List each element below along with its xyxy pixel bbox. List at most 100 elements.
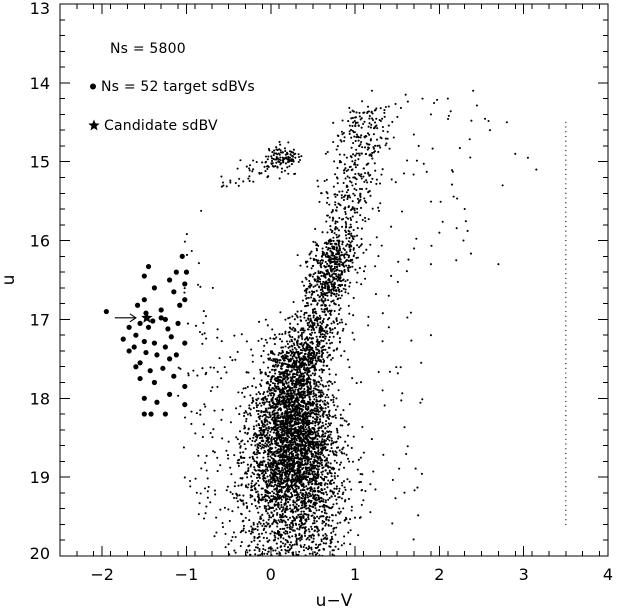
field-star-point: [286, 441, 289, 444]
field-star-point: [300, 332, 303, 335]
field-star-point: [294, 423, 297, 426]
field-star-point: [326, 307, 329, 310]
field-star-point: [300, 521, 303, 524]
field-star-point: [291, 510, 294, 513]
field-star-point: [334, 416, 337, 419]
field-star-point: [317, 391, 320, 394]
field-star-point: [307, 361, 310, 365]
field-star-point: [303, 496, 306, 500]
field-star-point: [272, 462, 275, 465]
field-star-point: [308, 348, 311, 351]
field-star-point: [298, 426, 301, 430]
field-star-point: [296, 373, 299, 377]
field-star-point: [299, 491, 302, 494]
field-star-point: [284, 477, 287, 480]
field-star-point: [219, 508, 222, 511]
field-star-point: [309, 374, 313, 377]
field-star-point: [314, 387, 317, 391]
field-star-point: [251, 385, 254, 388]
field-star-point: [343, 256, 346, 259]
field-star-point: [326, 435, 329, 439]
field-star-point: [265, 499, 269, 502]
field-star-point: [295, 434, 298, 437]
field-star-point: [308, 321, 311, 324]
field-star-point: [327, 461, 330, 464]
field-star-point: [300, 373, 303, 376]
field-star-point: [300, 538, 303, 541]
field-star-point: [271, 411, 274, 414]
field-star-point: [314, 284, 317, 287]
field-star-point: [292, 519, 295, 522]
field-star-point: [282, 398, 285, 402]
field-star-point: [276, 444, 279, 447]
field-star-point: [261, 439, 264, 442]
field-star-point: [242, 502, 245, 505]
field-star-point: [264, 489, 267, 492]
field-star-point: [247, 428, 250, 431]
field-star-point: [285, 372, 288, 376]
field-star-point: [263, 449, 266, 452]
field-star-point: [235, 497, 238, 500]
field-star-point: [320, 346, 323, 349]
field-star-point: [383, 111, 386, 114]
field-star-point: [338, 463, 341, 466]
field-star-point: [285, 426, 288, 430]
field-star-point: [326, 273, 329, 276]
field-star-point: [324, 410, 327, 413]
field-star-point: [295, 359, 298, 362]
field-star-point: [358, 267, 361, 270]
field-star-point: [340, 481, 344, 484]
field-star-point: [310, 528, 314, 531]
field-star-point: [299, 370, 302, 374]
field-star-point: [338, 507, 341, 510]
field-star-point: [311, 490, 314, 493]
field-star-point: [329, 342, 332, 345]
field-star-point: [266, 552, 269, 555]
field-star-point: [311, 431, 314, 434]
field-star-point: [314, 436, 317, 439]
field-star-point: [264, 465, 267, 468]
field-star-point: [246, 413, 249, 416]
field-star-point: [278, 420, 282, 423]
field-star-point: [255, 420, 258, 423]
field-star-point: [337, 294, 340, 297]
field-star-point: [288, 410, 291, 414]
field-star-point: [270, 428, 273, 431]
field-star-point: [280, 340, 284, 343]
field-star-point: [348, 130, 351, 133]
field-star-point: [365, 248, 368, 251]
field-star-point: [289, 379, 292, 382]
field-star-point: [283, 427, 286, 430]
field-star-point: [266, 423, 269, 426]
field-star-point: [312, 316, 315, 319]
field-star-point: [300, 493, 304, 497]
field-star-point: [232, 496, 236, 499]
field-star-point: [300, 342, 303, 345]
field-star-point: [267, 382, 270, 385]
field-star-point: [315, 446, 318, 449]
field-star-point: [258, 426, 261, 429]
field-star-point: [320, 339, 323, 342]
field-star-point: [341, 329, 344, 332]
field-star-point: [276, 525, 279, 528]
field-star-point: [298, 387, 301, 390]
field-star-point: [309, 401, 312, 404]
field-star-point: [348, 254, 351, 257]
field-star-point: [276, 472, 279, 475]
field-star-point: [308, 538, 311, 541]
field-star-point: [291, 386, 294, 390]
field-star-point: [311, 331, 314, 334]
field-star-point: [273, 451, 276, 454]
field-star-point: [292, 389, 295, 392]
field-star-point: [303, 428, 306, 431]
field-star-point: [284, 423, 287, 426]
field-star-point: [244, 431, 247, 434]
field-star-point: [291, 487, 294, 490]
field-star-point: [273, 534, 276, 537]
field-star-point: [316, 438, 319, 441]
field-star-point: [347, 457, 350, 460]
field-star-point: [328, 545, 331, 548]
field-star-point: [291, 315, 294, 318]
field-star-point: [260, 384, 263, 388]
field-star-point: [272, 539, 275, 542]
